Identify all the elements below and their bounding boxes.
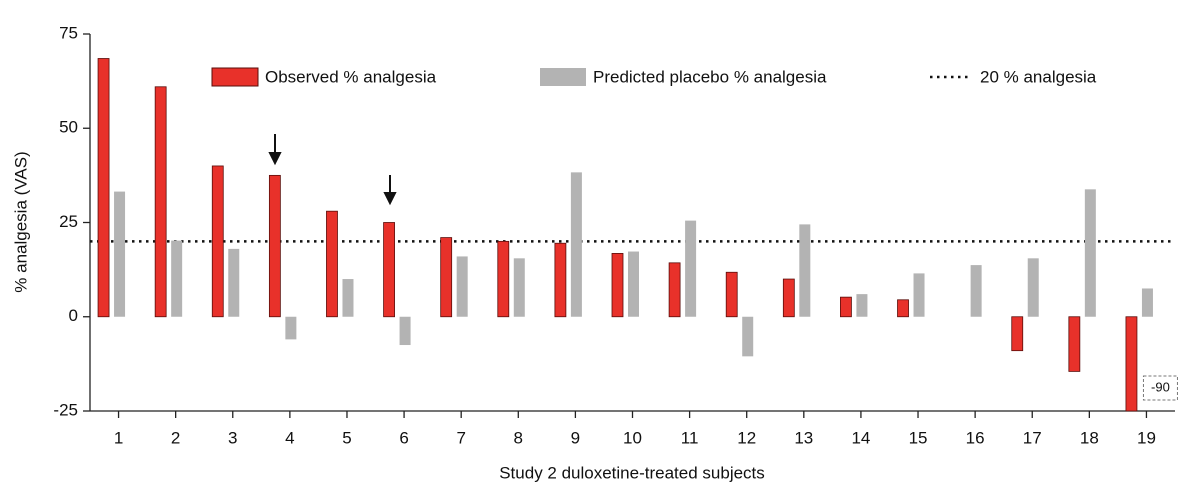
x-tick-label: 9 xyxy=(571,428,580,447)
x-tick-label: 5 xyxy=(342,428,351,447)
bar xyxy=(211,165,224,318)
bar xyxy=(840,296,852,318)
bar xyxy=(171,240,183,317)
bar xyxy=(1011,316,1024,352)
x-tick-label: 16 xyxy=(966,428,985,447)
bar xyxy=(154,86,167,318)
y-tick-label: 0 xyxy=(69,306,78,325)
bar xyxy=(742,316,754,357)
y-axis-label: % analgesia (VAS) xyxy=(11,151,30,292)
x-tick-label: 15 xyxy=(909,428,928,447)
bar xyxy=(782,278,795,318)
bar xyxy=(399,316,411,346)
x-tick-label: 4 xyxy=(285,428,294,447)
x-tick-label: 8 xyxy=(514,428,523,447)
x-tick-label: 11 xyxy=(681,428,699,447)
x-tick-label: 12 xyxy=(737,428,756,447)
bar xyxy=(114,191,126,317)
bar xyxy=(342,279,354,317)
x-axis-label: Study 2 duloxetine-treated subjects xyxy=(499,463,765,482)
bar xyxy=(897,299,909,318)
bar xyxy=(497,240,510,318)
bar xyxy=(611,253,624,318)
bar xyxy=(913,273,925,317)
legend-swatch xyxy=(540,68,586,86)
legend-label: 20 % analgesia xyxy=(980,67,1097,86)
bar xyxy=(285,316,297,340)
bar xyxy=(570,172,582,317)
clip-label-box xyxy=(1142,375,1178,401)
bar xyxy=(456,256,468,317)
bar xyxy=(268,174,281,318)
y-tick-label: 75 xyxy=(59,23,78,42)
bar xyxy=(668,262,681,318)
bar xyxy=(1027,258,1039,317)
arrow xyxy=(268,134,397,206)
bar xyxy=(1141,288,1153,317)
bar xyxy=(228,248,240,317)
bar xyxy=(725,271,738,318)
x-tick-label: 17 xyxy=(1023,428,1042,447)
legend-label: Observed % analgesia xyxy=(265,67,437,86)
bar xyxy=(97,58,110,318)
x-tick-label: 19 xyxy=(1137,428,1156,447)
bar xyxy=(799,224,811,317)
bar xyxy=(1125,316,1138,412)
bar xyxy=(628,251,639,317)
x-tick-label: 14 xyxy=(851,428,870,447)
x-tick-label: 2 xyxy=(171,428,180,447)
bar xyxy=(1068,316,1081,372)
bar xyxy=(856,294,868,317)
bar xyxy=(970,265,982,317)
value-label: -90 xyxy=(1151,379,1170,394)
bar xyxy=(326,210,338,318)
x-tick-label: 7 xyxy=(456,428,465,447)
bar xyxy=(383,222,395,318)
bar xyxy=(685,220,697,317)
x-tick-label: 13 xyxy=(794,428,813,447)
bar xyxy=(440,237,453,318)
legend-swatch xyxy=(211,67,259,87)
x-tick-label: 3 xyxy=(228,428,237,447)
legend-label: Predicted placebo % analgesia xyxy=(593,67,827,86)
y-tick-label: 25 xyxy=(59,212,78,231)
bar xyxy=(513,258,525,317)
x-tick-label: 1 xyxy=(114,428,123,447)
y-tick-label: 50 xyxy=(59,118,78,137)
y-tick-label: -25 xyxy=(53,400,78,419)
bar xyxy=(1084,189,1096,317)
x-tick-label: 18 xyxy=(1080,428,1099,447)
x-tick-label: 10 xyxy=(623,428,642,447)
bar xyxy=(554,242,567,318)
x-tick-label: 6 xyxy=(399,428,408,447)
